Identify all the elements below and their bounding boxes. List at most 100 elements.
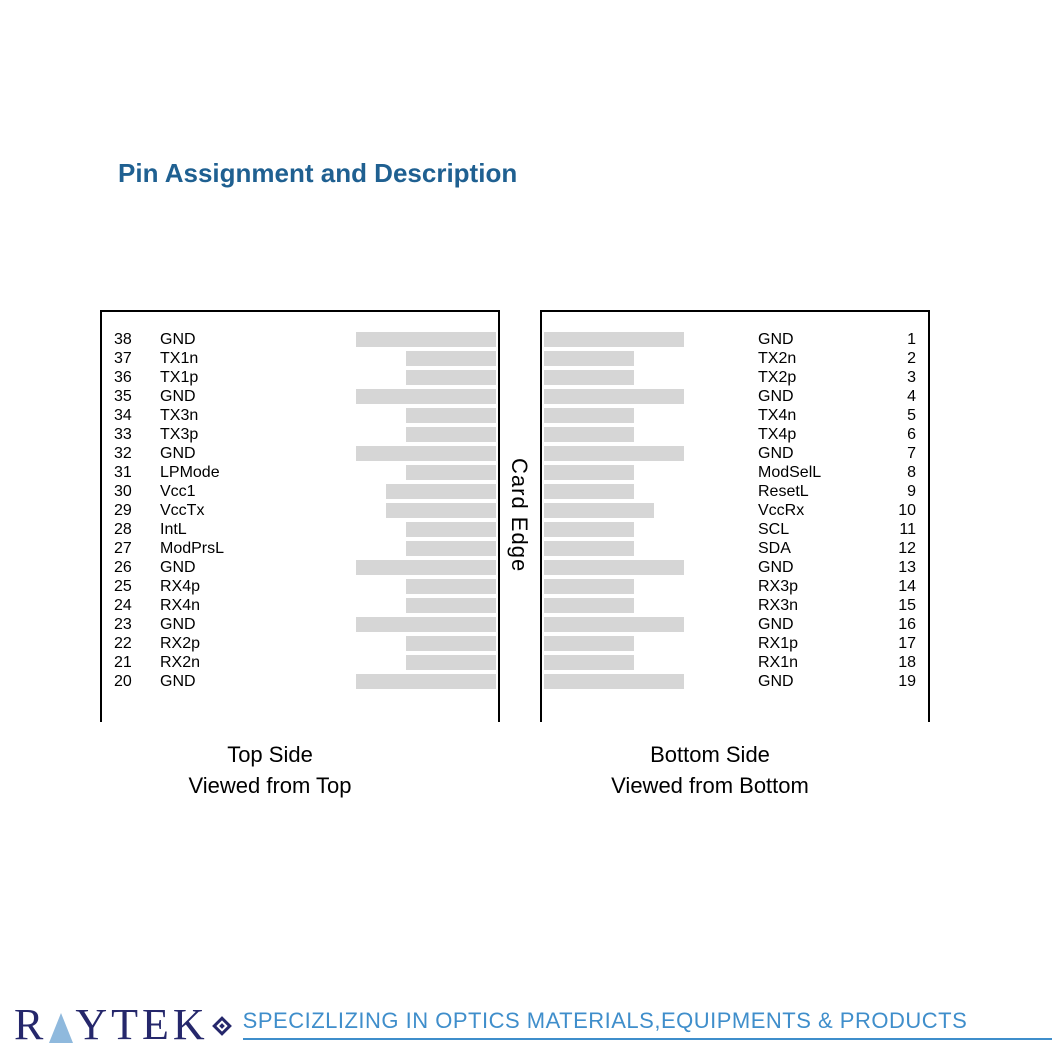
pin-bar bbox=[406, 522, 496, 537]
pin-bar bbox=[406, 598, 496, 613]
pin-row: 16 GND bbox=[542, 617, 928, 632]
pin-number: 2 bbox=[886, 350, 916, 368]
pin-row: 20GND bbox=[102, 674, 498, 689]
pin-name: ResetL bbox=[758, 483, 878, 501]
pin-row: 28 IntL bbox=[102, 522, 498, 537]
pin-number: 30 bbox=[114, 483, 144, 501]
pin-number: 21 bbox=[114, 654, 144, 672]
pin-number: 9 bbox=[886, 483, 916, 501]
pin-number: 19 bbox=[886, 673, 916, 691]
pin-number: 5 bbox=[886, 407, 916, 425]
pin-number: 36 bbox=[114, 369, 144, 387]
pin-number: 23 bbox=[114, 616, 144, 634]
pin-row: 18 RX1n bbox=[542, 655, 928, 670]
pin-bar bbox=[544, 560, 684, 575]
pin-bar bbox=[544, 484, 634, 499]
pin-bar bbox=[386, 503, 496, 518]
pin-row: 11SCL bbox=[542, 522, 928, 537]
pin-row: 1GND bbox=[542, 332, 928, 347]
pin-bar bbox=[544, 541, 634, 556]
pin-row: 38 GND bbox=[102, 332, 498, 347]
pin-number: 25 bbox=[114, 578, 144, 596]
pin-row: 25 RX4p bbox=[102, 579, 498, 594]
pin-number: 3 bbox=[886, 369, 916, 387]
pin-row: 35GND bbox=[102, 389, 498, 404]
pin-number: 38 bbox=[114, 331, 144, 349]
brand-text: YTEK bbox=[75, 999, 208, 1050]
caption-line: Top Side bbox=[227, 742, 313, 767]
caption-line: Bottom Side bbox=[650, 742, 770, 767]
pin-name: GND bbox=[160, 559, 280, 577]
pin-row: 27 ModPrsL bbox=[102, 541, 498, 556]
pin-name: RX4n bbox=[160, 597, 280, 615]
pin-bar bbox=[544, 636, 634, 651]
pin-name: GND bbox=[160, 331, 280, 349]
page-title: Pin Assignment and Description bbox=[118, 158, 517, 189]
pin-number: 16 bbox=[886, 616, 916, 634]
pin-number: 26 bbox=[114, 559, 144, 577]
pin-name: TX3p bbox=[160, 426, 280, 444]
brand-text: R bbox=[14, 999, 47, 1050]
pin-number: 27 bbox=[114, 540, 144, 558]
pin-number: 12 bbox=[886, 540, 916, 558]
pin-row: 34TX3n bbox=[102, 408, 498, 423]
pin-row: 23 GND bbox=[102, 617, 498, 632]
pin-name: TX2p bbox=[758, 369, 878, 387]
pin-name: TX1p bbox=[160, 369, 280, 387]
pin-row: 22 RX2p bbox=[102, 636, 498, 651]
pin-name: GND bbox=[160, 388, 280, 406]
pin-bar bbox=[356, 674, 496, 689]
pin-name: ModSelL bbox=[758, 464, 878, 482]
pin-name: GND bbox=[160, 673, 280, 691]
pin-bar bbox=[406, 408, 496, 423]
pin-row: 15RX3n bbox=[542, 598, 928, 613]
pin-name: TX4p bbox=[758, 426, 878, 444]
bottom-side-caption: Bottom Side Viewed from Bottom bbox=[560, 740, 860, 802]
pin-bar bbox=[544, 332, 684, 347]
bottom-side-panel: 1GND2TX2n3TX2p4GND5TX4n6TX4p7GND8ModSelL… bbox=[540, 310, 930, 722]
pin-name: RX1n bbox=[758, 654, 878, 672]
diamond-icon bbox=[212, 1016, 232, 1036]
pin-row: 29VccTx bbox=[102, 503, 498, 518]
pin-number: 18 bbox=[886, 654, 916, 672]
pin-bar bbox=[356, 560, 496, 575]
pin-name: IntL bbox=[160, 521, 280, 539]
pin-name: RX2p bbox=[160, 635, 280, 653]
pin-number: 24 bbox=[114, 597, 144, 615]
brand-tagline: SPECIZLIZING IN OPTICS MATERIALS,EQUIPME… bbox=[243, 1008, 1052, 1040]
pin-row: 8ModSelL bbox=[542, 465, 928, 480]
brand-triangle-icon bbox=[49, 1013, 73, 1043]
pin-bar bbox=[356, 617, 496, 632]
pin-name: RX4p bbox=[160, 578, 280, 596]
pin-row: 30 Vcc1 bbox=[102, 484, 498, 499]
pin-bar bbox=[406, 427, 496, 442]
pin-name: GND bbox=[758, 331, 878, 349]
pin-row: 3 TX2p bbox=[542, 370, 928, 385]
pin-bar bbox=[544, 465, 634, 480]
pin-bar bbox=[406, 465, 496, 480]
pin-row: 5 TX4n bbox=[542, 408, 928, 423]
pin-bar bbox=[544, 655, 634, 670]
pin-name: GND bbox=[160, 616, 280, 634]
pin-row: 2TX2n bbox=[542, 351, 928, 366]
pin-bar bbox=[356, 332, 496, 347]
top-side-caption: Top Side Viewed from Top bbox=[120, 740, 420, 802]
pin-name: LPMode bbox=[160, 464, 280, 482]
pin-name: TX4n bbox=[758, 407, 878, 425]
pin-row: 31LPMode bbox=[102, 465, 498, 480]
pin-number: 7 bbox=[886, 445, 916, 463]
pin-row: 9 ResetL bbox=[542, 484, 928, 499]
pin-number: 22 bbox=[114, 635, 144, 653]
pin-number: 29 bbox=[114, 502, 144, 520]
pin-name: ModPrsL bbox=[160, 540, 280, 558]
pin-name: GND bbox=[758, 616, 878, 634]
pin-row: 7GND bbox=[542, 446, 928, 461]
pin-bar bbox=[406, 636, 496, 651]
pin-name: TX3n bbox=[160, 407, 280, 425]
pin-row: 21 RX2n bbox=[102, 655, 498, 670]
pinout-diagram: 38GND37TX1n36TX1p35GND34TX3n33TX3p32GND3… bbox=[100, 310, 930, 810]
pin-name: Vcc1 bbox=[160, 483, 280, 501]
pin-name: RX2n bbox=[160, 654, 280, 672]
pin-number: 15 bbox=[886, 597, 916, 615]
pin-number: 28 bbox=[114, 521, 144, 539]
